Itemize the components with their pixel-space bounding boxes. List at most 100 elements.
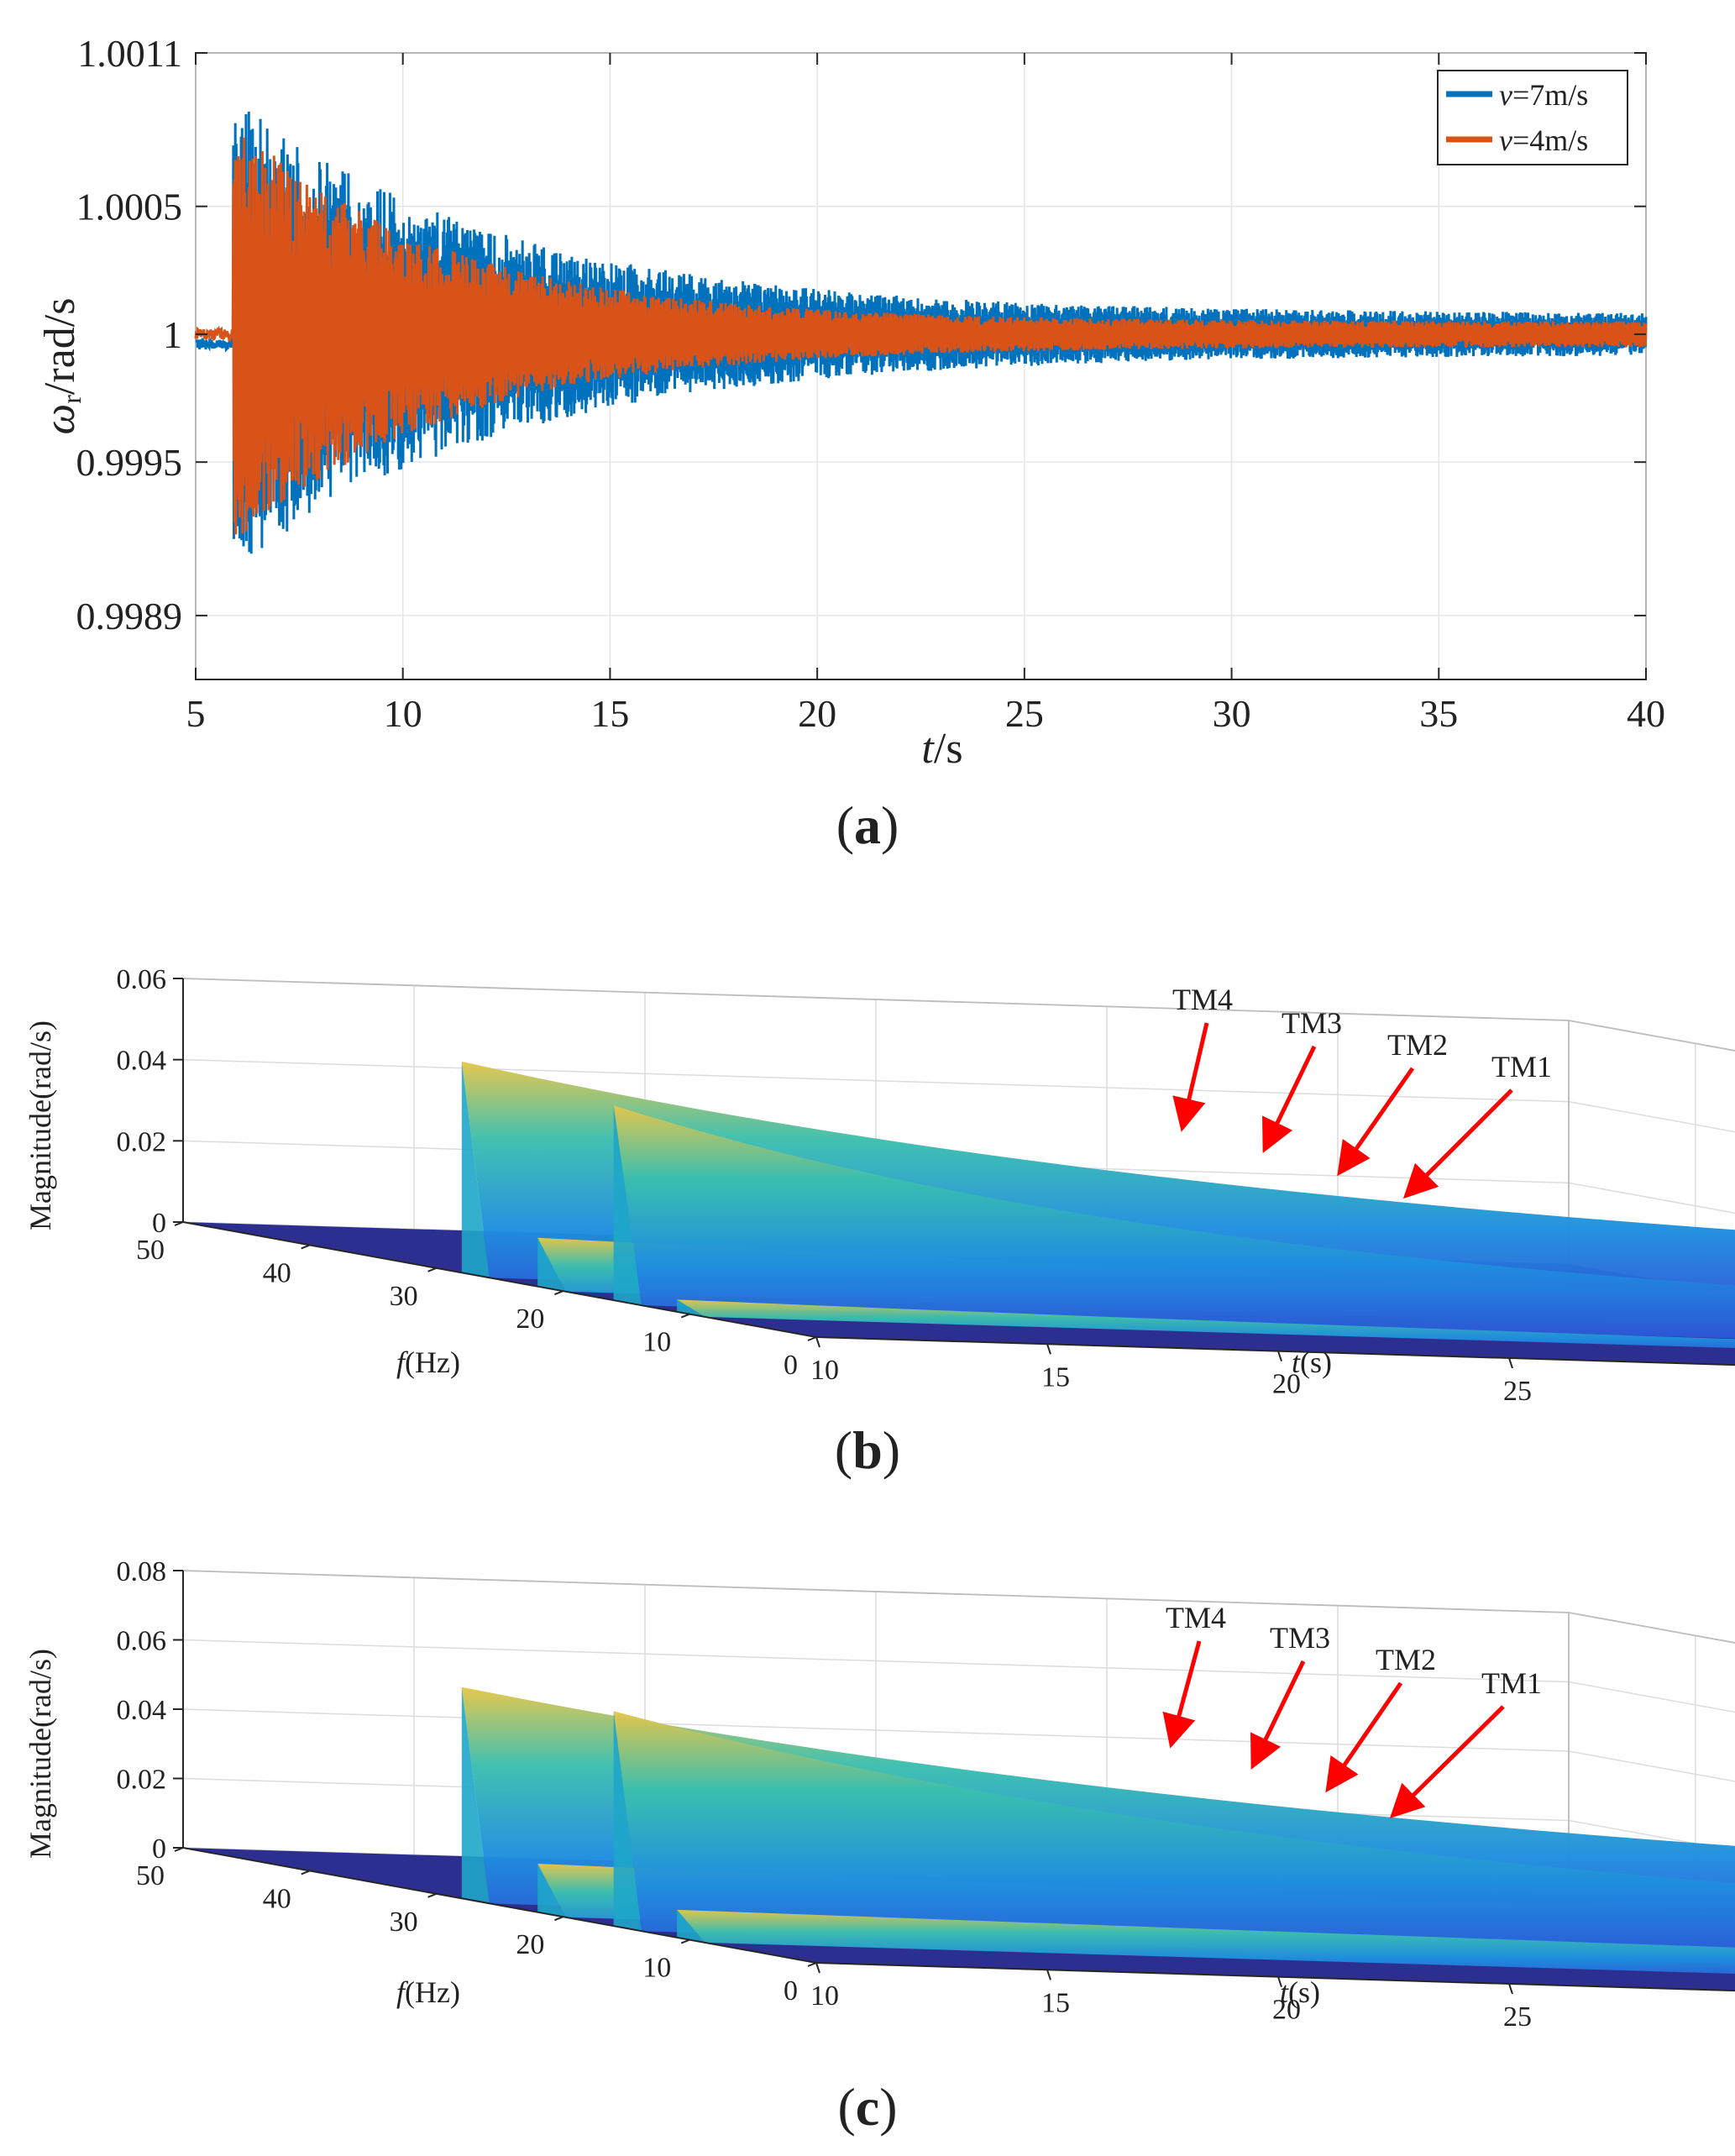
panel-label-c: (c) (837, 2077, 897, 2137)
surface-ridge-start (613, 1711, 642, 1932)
axes-edge (182, 978, 1570, 1021)
t-tick-label: 10 (810, 1355, 839, 1386)
f-tick-label: 0 (784, 1975, 798, 2006)
surface-ridge-start (461, 1061, 490, 1278)
axis-line (815, 1336, 1735, 1367)
f-tick-mark (174, 1221, 184, 1226)
z-tick-label: 0.02 (117, 1126, 167, 1157)
y-tick-label: 0.9995 (76, 441, 183, 484)
annotation-arrow-b-tm3 (1262, 1045, 1317, 1154)
t-tick-label: 15 (1041, 1361, 1070, 1393)
surface-ridge-tm1 (677, 1299, 1735, 1349)
legend-entry-v7: v=7m/s (1499, 78, 1588, 112)
t-tick-label: 20 (1272, 1369, 1301, 1400)
chart-a-legend: v=7m/s v=4m/s (1437, 70, 1628, 165)
chart-c: 00.020.040.060.0801020304050101520253035… (24, 1556, 1735, 2137)
axes-edge (1568, 1020, 1735, 1052)
f-tick-label: 20 (516, 1304, 544, 1335)
t-tick-label: 15 (1041, 1987, 1070, 2018)
annotation-b-tm2: TM2 (1387, 1028, 1448, 1062)
chart-c-surface (183, 1687, 1735, 1991)
chart-b-t-label: t(s) (1292, 1346, 1332, 1379)
grid-side-z (1568, 1750, 1735, 1782)
t-tick-mark (1046, 1970, 1051, 1980)
annotation-arrow-b-tm1 (1402, 1088, 1513, 1199)
y-tick-label: 1.0005 (76, 186, 183, 228)
arrow-b-tm4 (1172, 1022, 1209, 1132)
f-tick-mark (174, 1847, 184, 1852)
t-tick-label: 10 (810, 1980, 839, 2012)
surface-ridge-start (537, 1864, 566, 1917)
t-tick-mark (1508, 1983, 1513, 1995)
annotation-arrow-c-tm2 (1325, 1681, 1403, 1793)
panel-label-a: (a) (836, 795, 899, 855)
surface-ridge-tm2 (613, 1105, 1735, 1339)
panel-label-b: (b) (835, 1420, 900, 1480)
chart-a: 5 10 15 20 25 30 35 40 0.9989 0.9995 1 1.0005 1.001… (36, 32, 1665, 855)
annotation-c-tm2: TM2 (1376, 1643, 1436, 1676)
f-tick-label: 40 (263, 1257, 291, 1288)
chart-c-t-label: t(s) (1280, 1975, 1320, 2009)
x-tick-label: 15 (590, 692, 629, 735)
axes-edge (182, 1570, 1570, 1613)
axes-edge (1568, 1612, 1735, 1644)
t-tick-label: 20 (1272, 1995, 1301, 2026)
axis-line (182, 1847, 817, 1964)
axis-line (182, 1221, 817, 1338)
chart-a-gridlines (195, 52, 1647, 679)
y-tick-label: 1.0011 (77, 32, 182, 75)
chart-a-y-ticks: 0.9989 0.9995 1 1.0005 1.0011 (76, 32, 1646, 637)
surface-ridge-tm2 (613, 1711, 1735, 1965)
f-tick-label: 50 (136, 1235, 165, 1266)
x-tick-label: 10 (384, 692, 422, 735)
annotation-arrow-b-tm2 (1337, 1067, 1415, 1177)
chart-a-series (194, 111, 1648, 554)
z-tick-label: 0.04 (117, 1695, 167, 1726)
annotation-b-tm3: TM3 (1282, 1006, 1342, 1040)
t-tick-label: 25 (1503, 2001, 1532, 2033)
z-tick-label: 0.08 (117, 1556, 167, 1587)
grid-side-z (1568, 1182, 1735, 1214)
z-tick-label: 0.06 (117, 964, 167, 995)
chart-b-z-label: Magnitude(rad/s) (24, 1020, 57, 1230)
grid-back-z (182, 1058, 1570, 1103)
chart-a-x-label: t/s (921, 725, 962, 773)
annotation-c-tm1: TM1 (1481, 1666, 1542, 1700)
z-tick-label: 0 (152, 1833, 166, 1865)
grid-side-z (1568, 1020, 1735, 1052)
x-tick-label: 20 (798, 692, 836, 735)
z-tick-label: 0 (152, 1208, 166, 1239)
annotation-arrow-c-tm4 (1162, 1640, 1202, 1749)
y-tick-label: 1 (163, 313, 182, 356)
surface-ridge-start (613, 1105, 642, 1306)
chart-b-f-label: f(Hz) (396, 1346, 460, 1379)
chart-b-surface (183, 1061, 1735, 1366)
annotation-arrow-c-tm3 (1250, 1660, 1306, 1770)
series-line-v4 (194, 137, 1648, 535)
z-tick-label: 0.06 (117, 1626, 167, 1657)
chart-b-ticks: 00.020.040.060102030405010152025303540 (117, 964, 1735, 1414)
t-tick-mark (815, 1336, 820, 1348)
grid-back-z (182, 1639, 1570, 1683)
f-tick-label: 0 (784, 1350, 798, 1381)
t-tick-label: 25 (1503, 1376, 1532, 1407)
t-tick-mark (1277, 1976, 1282, 1987)
chart-a-x-ticks: 5 10 15 20 25 30 35 40 (186, 53, 1665, 735)
chart-b: 00.020.040.060102030405010152025303540 M… (24, 964, 1735, 1480)
grid-side-z (1568, 1681, 1735, 1713)
grid-side-z (1568, 1819, 1735, 1852)
f-tick-label: 30 (390, 1281, 418, 1312)
annotation-b-tm4: TM4 (1172, 983, 1233, 1016)
chart-c-ticks: 00.020.040.060.0801020304050101520253035… (117, 1556, 1735, 2039)
grid-side-z (1568, 1100, 1735, 1133)
surface-ridge-start (537, 1237, 566, 1292)
t-tick-mark (1277, 1351, 1282, 1361)
x-tick-label: 35 (1419, 692, 1458, 735)
surface-ridge-tm1 (677, 1909, 1735, 1975)
f-tick-label: 20 (516, 1929, 544, 1960)
chart-c-f-label: f(Hz) (396, 1975, 460, 2009)
t-tick-mark (815, 1962, 820, 1974)
axis-line (815, 1962, 1735, 1992)
y-tick-label: 0.9989 (76, 595, 183, 637)
